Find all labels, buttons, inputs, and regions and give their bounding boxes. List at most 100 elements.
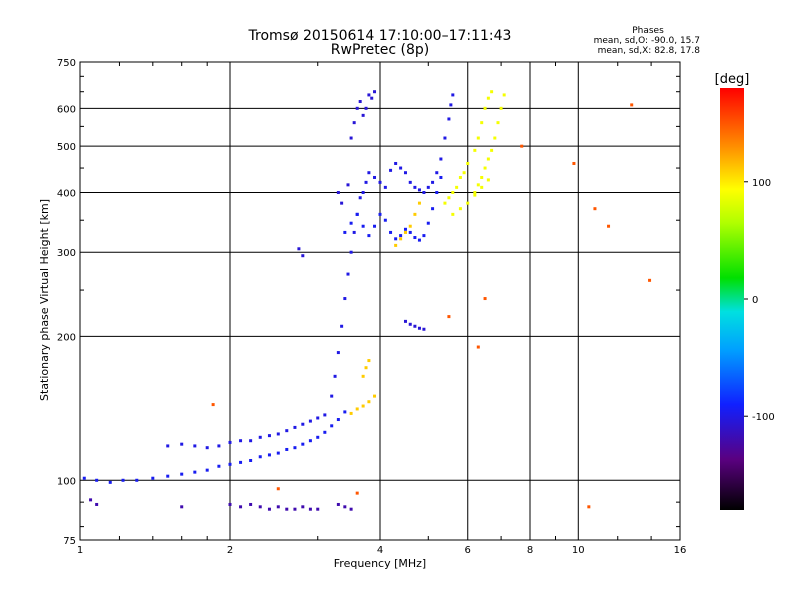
data-point bbox=[422, 190, 426, 194]
data-point bbox=[301, 505, 305, 509]
data-point bbox=[239, 505, 243, 509]
data-point bbox=[349, 411, 353, 415]
data-point bbox=[367, 93, 371, 97]
data-point bbox=[367, 359, 371, 363]
data-point bbox=[486, 157, 490, 161]
x-tick-label: 6 bbox=[465, 545, 471, 556]
data-point bbox=[330, 394, 334, 398]
data-point bbox=[417, 326, 421, 330]
data-point bbox=[343, 230, 347, 234]
x-tick-label: 16 bbox=[674, 545, 687, 556]
data-point bbox=[361, 224, 365, 228]
data-point bbox=[476, 136, 480, 140]
data-point bbox=[346, 272, 350, 276]
data-point bbox=[496, 121, 500, 125]
data-point bbox=[476, 183, 480, 187]
data-point bbox=[399, 166, 403, 170]
data-point bbox=[480, 185, 484, 189]
y-tick-label: 200 bbox=[57, 332, 76, 343]
data-point bbox=[349, 507, 353, 511]
data-point bbox=[373, 394, 377, 398]
data-point bbox=[435, 171, 439, 175]
data-point bbox=[373, 224, 377, 228]
data-point bbox=[490, 90, 494, 94]
data-point bbox=[258, 435, 262, 439]
phase-stats-header: Phases bbox=[632, 26, 664, 36]
x-tick-label: 8 bbox=[527, 545, 533, 556]
data-point bbox=[383, 218, 387, 222]
data-point bbox=[462, 171, 466, 175]
tick-labels-layer: 1 2 4 6 8 10 16 75 100 200 300 400 500 600 750 bbox=[57, 58, 686, 556]
data-point bbox=[205, 468, 209, 472]
data-point bbox=[211, 403, 215, 407]
data-point bbox=[293, 507, 297, 511]
data-point bbox=[349, 250, 353, 254]
data-point bbox=[316, 416, 320, 420]
data-point bbox=[455, 185, 459, 189]
data-point bbox=[394, 237, 398, 241]
data-point bbox=[358, 196, 362, 200]
data-point bbox=[502, 93, 506, 97]
data-point bbox=[258, 455, 262, 459]
data-point bbox=[435, 190, 439, 194]
chart-subtitle: RwPretec (8p) bbox=[331, 42, 429, 58]
data-point bbox=[316, 435, 320, 439]
data-point bbox=[258, 505, 262, 509]
data-point bbox=[355, 106, 359, 110]
data-point bbox=[95, 502, 99, 506]
data-point bbox=[630, 103, 634, 107]
data-point bbox=[447, 117, 451, 121]
x-tick-label: 2 bbox=[227, 545, 233, 556]
data-point bbox=[333, 374, 337, 378]
data-point bbox=[439, 157, 443, 161]
phase-stats-x: mean, sd,X: 82.8, 17.8 bbox=[598, 46, 701, 56]
data-point bbox=[364, 106, 368, 110]
data-point bbox=[349, 221, 353, 225]
data-point bbox=[323, 430, 327, 434]
data-point bbox=[373, 90, 377, 94]
x-tick-label: 1 bbox=[77, 545, 83, 556]
data-point bbox=[180, 472, 184, 476]
data-point bbox=[228, 502, 232, 506]
data-point bbox=[447, 196, 451, 200]
data-point bbox=[205, 446, 209, 450]
data-point bbox=[443, 136, 447, 140]
data-point bbox=[648, 278, 652, 282]
data-point bbox=[249, 458, 253, 462]
data-point bbox=[473, 193, 477, 197]
data-point bbox=[373, 175, 377, 179]
data-point bbox=[364, 180, 368, 184]
data-point bbox=[285, 447, 289, 451]
data-point bbox=[458, 175, 462, 179]
data-point bbox=[239, 460, 243, 464]
data-point bbox=[408, 180, 412, 184]
y-tick-label: 400 bbox=[57, 188, 76, 199]
data-point bbox=[323, 413, 327, 417]
data-point bbox=[426, 185, 430, 189]
data-point bbox=[297, 247, 301, 251]
data-point bbox=[95, 478, 99, 482]
x-tick-label: 10 bbox=[572, 545, 585, 556]
data-point bbox=[217, 464, 221, 468]
data-point bbox=[308, 419, 312, 423]
data-point bbox=[301, 254, 305, 258]
data-point bbox=[389, 230, 393, 234]
data-point bbox=[349, 136, 353, 140]
data-point bbox=[249, 439, 253, 443]
x-tick-label: 4 bbox=[377, 545, 383, 556]
y-axis-label: Stationary phase Virtual Height [km] bbox=[38, 199, 51, 401]
data-point bbox=[352, 230, 356, 234]
data-point bbox=[358, 100, 362, 104]
data-point bbox=[166, 474, 170, 478]
data-point bbox=[378, 212, 382, 216]
colorbar-tick-label: 100 bbox=[752, 178, 771, 189]
data-point bbox=[361, 190, 365, 194]
data-point bbox=[607, 224, 611, 228]
data-point bbox=[431, 180, 435, 184]
data-point bbox=[486, 96, 490, 100]
data-point bbox=[458, 207, 462, 211]
data-point bbox=[267, 434, 271, 438]
data-point bbox=[403, 319, 407, 323]
